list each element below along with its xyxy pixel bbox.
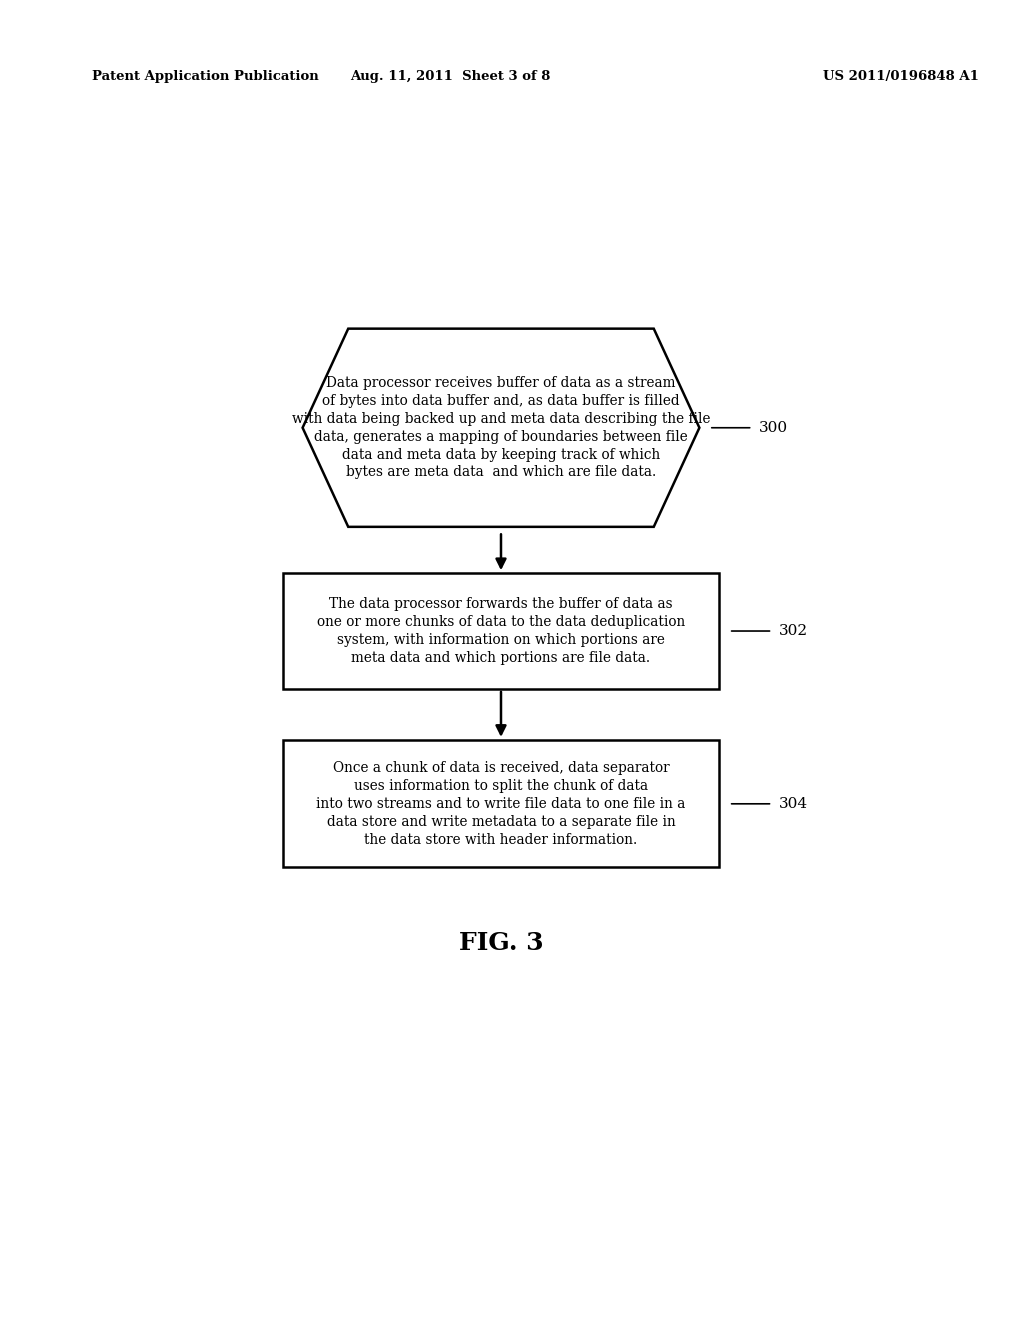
Text: Once a chunk of data is received, data separator
uses information to split the c: Once a chunk of data is received, data s… — [316, 762, 686, 846]
Bar — [283, 573, 719, 689]
Text: US 2011/0196848 A1: US 2011/0196848 A1 — [823, 70, 979, 83]
Polygon shape — [303, 329, 699, 527]
Text: Aug. 11, 2011  Sheet 3 of 8: Aug. 11, 2011 Sheet 3 of 8 — [350, 70, 551, 83]
Text: The data processor forwards the buffer of data as
one or more chunks of data to : The data processor forwards the buffer o… — [316, 597, 685, 665]
Text: 300: 300 — [759, 421, 788, 434]
Text: 304: 304 — [779, 797, 808, 810]
Text: FIG. 3: FIG. 3 — [459, 931, 544, 956]
Text: Data processor receives buffer of data as a stream
of bytes into data buffer and: Data processor receives buffer of data a… — [292, 376, 711, 479]
Text: 302: 302 — [779, 624, 808, 638]
Bar — [283, 741, 719, 867]
Text: Patent Application Publication: Patent Application Publication — [92, 70, 318, 83]
